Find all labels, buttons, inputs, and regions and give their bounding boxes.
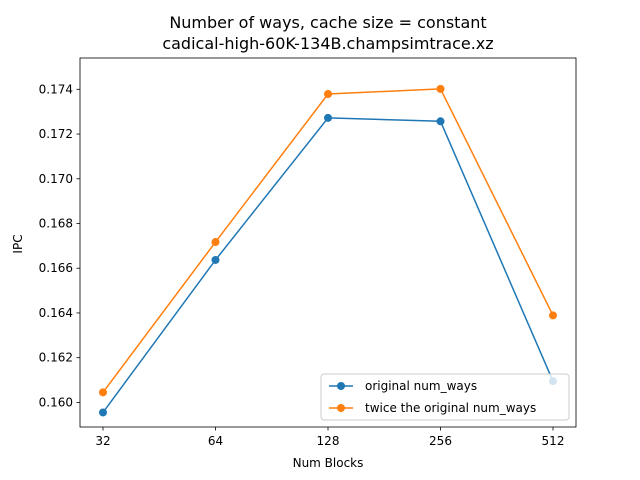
y-tick-label: 0.168 xyxy=(39,216,73,230)
y-axis-label: IPC xyxy=(11,234,25,253)
series-2-point-32 xyxy=(99,388,107,397)
plot-area: 32 64 128 256 512 0.160 0.162 0.164 0.166 0.168 0.… xyxy=(39,57,577,448)
axes-frame xyxy=(79,57,577,428)
series-1-point-256 xyxy=(436,117,445,126)
legend-box xyxy=(320,373,570,421)
x-tick-label: 512 xyxy=(542,434,565,448)
y-tick-label: 0.172 xyxy=(39,127,73,141)
series-2-point-256 xyxy=(436,84,445,93)
x-tick-label: 32 xyxy=(95,434,110,448)
y-tick-label: 0.170 xyxy=(39,172,73,186)
y-tick-label: 0.162 xyxy=(39,351,73,365)
y-tick-label: 0.164 xyxy=(39,306,73,320)
legend-marker-1 xyxy=(337,382,345,390)
y-tick-label: 0.174 xyxy=(39,82,73,96)
series-1-point-32 xyxy=(99,408,107,417)
chart-title-line2: cadical-high-60K-134B.champsimtrace.xz xyxy=(162,34,493,53)
series-1-point-128 xyxy=(324,113,332,122)
legend-marker-2 xyxy=(337,404,345,412)
series-2-point-64 xyxy=(211,238,220,247)
legend-label-1: original num_ways xyxy=(365,379,477,393)
series-2-point-128 xyxy=(324,90,332,99)
x-axis-label: Num Blocks xyxy=(293,456,364,470)
chart-title-line1: Number of ways, cache size = constant xyxy=(169,13,486,32)
x-tick-label: 64 xyxy=(208,434,223,448)
y-tick-label: 0.166 xyxy=(39,261,73,275)
y-tick-label: 0.160 xyxy=(39,395,73,409)
x-tick-label: 256 xyxy=(429,434,452,448)
x-tick-label: 128 xyxy=(317,434,340,448)
legend-label-2: twice the original num_ways xyxy=(365,401,536,415)
series-1-point-64 xyxy=(211,255,220,264)
series-line-1 xyxy=(102,117,554,413)
series-line-2 xyxy=(102,88,554,393)
series-2-point-512 xyxy=(549,311,557,320)
